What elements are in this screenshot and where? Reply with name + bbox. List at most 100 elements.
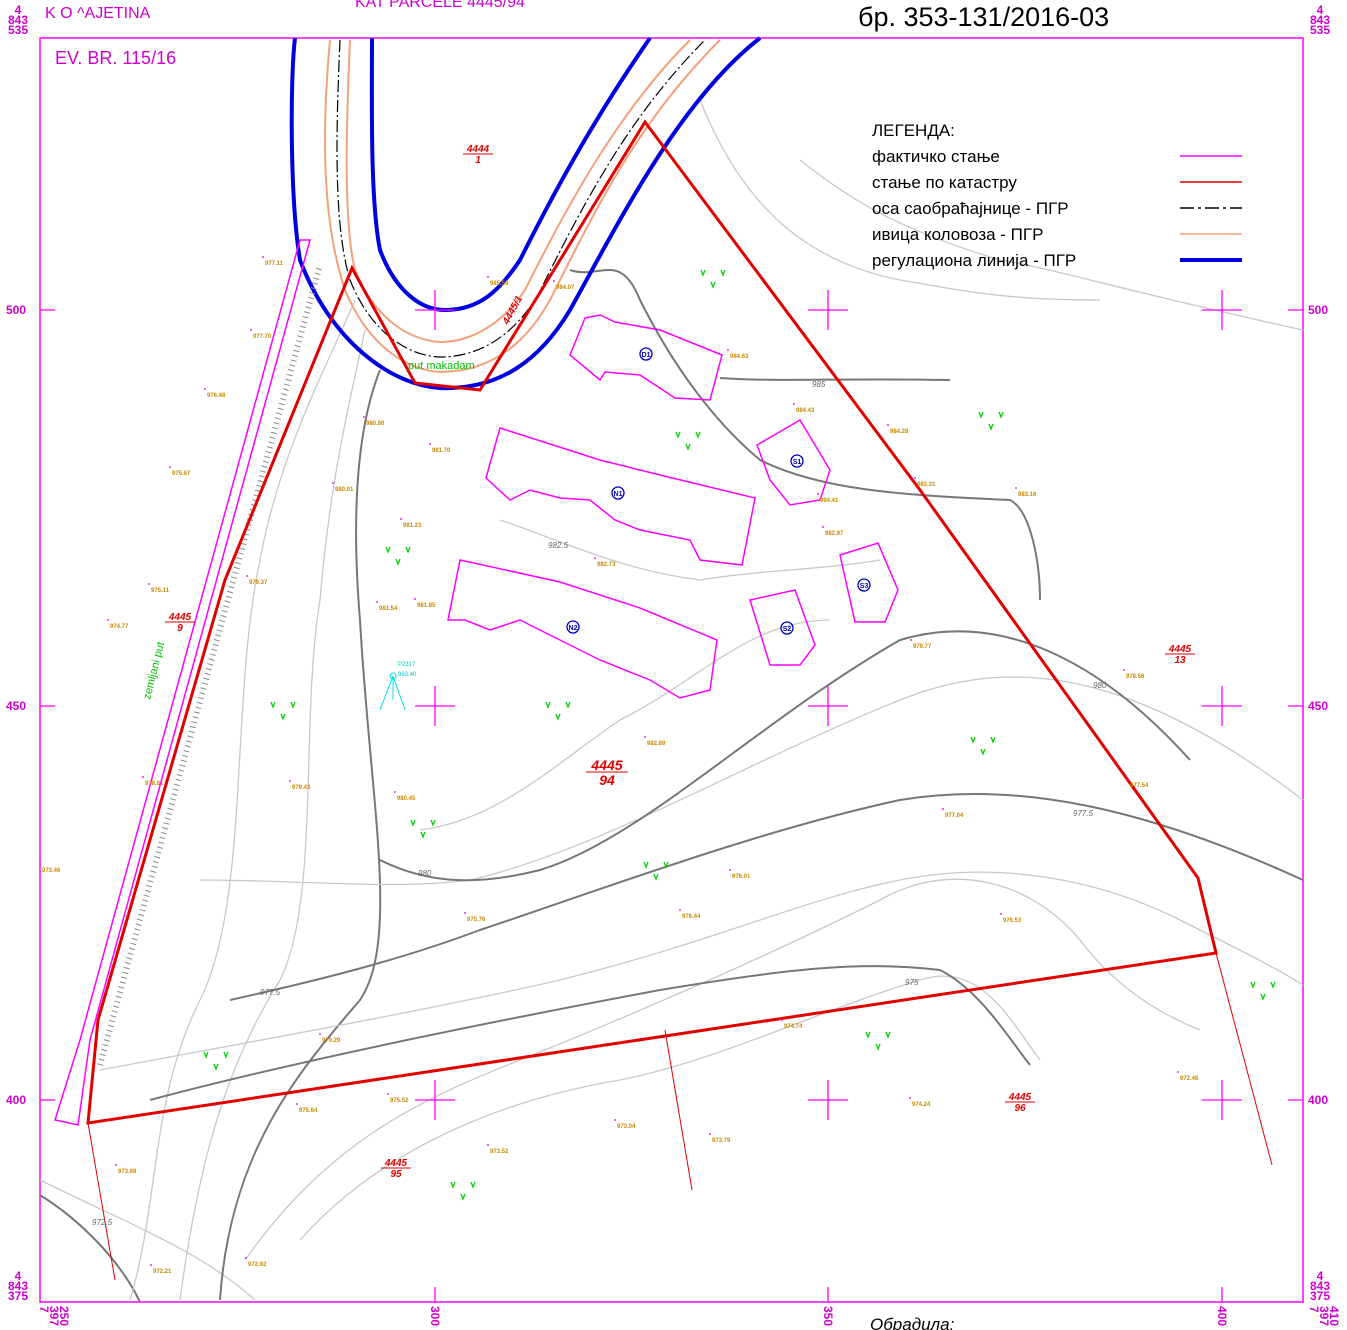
parcel-number: 9 [177, 623, 183, 634]
legend-label: ивица коловоза - ПГР [872, 225, 1043, 244]
spot-elevation: 985.59 [490, 281, 509, 287]
frame-tick: 500 [1308, 303, 1328, 317]
contour-label: 977.5 [1073, 809, 1094, 818]
spot-elevation: 977.70 [253, 334, 272, 340]
building-label: N2 [569, 625, 578, 632]
frame-tick: 400 [1308, 1093, 1328, 1107]
header-text: KAT PARCELE 4445/94 [355, 0, 525, 11]
contours [40, 100, 1303, 1302]
spot-elevation: 975.52 [390, 1098, 409, 1104]
frame-tick: 350 [821, 1306, 835, 1326]
spot-point [400, 518, 402, 520]
spot-elevation: 977.11 [265, 261, 284, 267]
frame-coordinate: 375 [1310, 1289, 1330, 1303]
spot-point [729, 869, 731, 871]
spot-point [1123, 669, 1125, 671]
vegetation-symbol [1251, 982, 1275, 999]
parcel-number: 95 [390, 1169, 402, 1180]
spot-point [319, 1033, 321, 1035]
vegetation-symbol [701, 270, 725, 287]
spot-point [429, 443, 431, 445]
spot-elevation: 982.89 [647, 741, 666, 747]
spot-point [169, 466, 171, 468]
frame-tick: 400 [6, 1093, 26, 1107]
road-label: put makadam [408, 360, 475, 372]
legend-label: фактичко стање [872, 147, 1000, 166]
frame-tick: 450 [6, 699, 26, 713]
spot-point [793, 403, 795, 405]
spot-point [115, 1164, 117, 1166]
contour-label: 982.5 [548, 541, 569, 550]
spot-elevation: 983.16 [1018, 492, 1037, 498]
parcel-number: 4445 [168, 612, 192, 623]
spot-point [39, 863, 41, 865]
parcel-number: 94 [599, 772, 615, 788]
spot-elevation: 984.63 [730, 354, 749, 360]
spot-elevation: 981.70 [432, 448, 451, 454]
spot-elevation: 973.04 [617, 1124, 636, 1130]
spot-elevation: 982.73 [597, 562, 616, 568]
spot-elevation: 973.79 [712, 1138, 731, 1144]
contour-label: 972.5 [92, 1218, 113, 1227]
document-number: бр. 353-131/2016-03 [858, 2, 1109, 32]
building-label: S2 [783, 626, 792, 633]
spot-point [142, 776, 144, 778]
frame-coordinate: 535 [8, 23, 28, 37]
spot-point [363, 416, 365, 418]
spot-point [394, 791, 396, 793]
spot-point [150, 1264, 152, 1266]
spot-elevation: 976.44 [682, 914, 701, 920]
spot-elevation: 972.92 [248, 1262, 267, 1268]
frame-coordinate: 250 [57, 1306, 71, 1326]
spot-elevation: 981.85 [417, 603, 436, 609]
spot-point [487, 276, 489, 278]
frame-tick: 400 [1215, 1306, 1229, 1326]
frame-tick: 500 [6, 303, 26, 317]
spot-point [942, 808, 944, 810]
spot-point [679, 909, 681, 911]
spot-elevation: 972.46 [1180, 1076, 1199, 1082]
spot-point [289, 780, 291, 782]
spot-elevation: 979.29 [322, 1038, 341, 1044]
vegetation-symbol [271, 702, 295, 719]
benchmark-height: 983.40 [398, 672, 417, 678]
parcel-number: 4445 [1168, 644, 1192, 655]
frame-coordinate: 375 [8, 1289, 28, 1303]
spot-elevation: 976.53 [1003, 918, 1022, 924]
parcel-number: 4445 [384, 1158, 408, 1169]
spot-elevation: 984.41 [820, 498, 839, 504]
spot-point [204, 388, 206, 390]
spot-point [246, 575, 248, 577]
spot-elevation: 984.07 [556, 285, 575, 291]
spot-elevation: 974.74 [784, 1024, 803, 1030]
parcel-number: 4445 [590, 757, 622, 773]
frame-coordinate: 410 [1327, 1306, 1341, 1326]
legend-title: ЛЕГЕНДА: [872, 121, 955, 140]
contour-label: 980 [1093, 681, 1107, 690]
spot-point [709, 1133, 711, 1135]
spot-elevation: 979.37 [249, 580, 268, 586]
spot-elevation: 976.01 [732, 874, 751, 880]
spot-elevation: 980.45 [397, 796, 416, 802]
spot-point [387, 1093, 389, 1095]
vegetation-symbol [979, 412, 1003, 429]
spot-elevation: 975.11 [151, 588, 170, 594]
spot-elevation: 973.89 [118, 1169, 137, 1175]
spot-elevation: 976.48 [207, 393, 226, 399]
spot-point [1177, 1071, 1179, 1073]
contour-label: 980 [418, 869, 432, 878]
spot-elevation: 978.56 [1126, 674, 1145, 680]
spot-point [553, 280, 555, 282]
vegetation-symbol [676, 432, 700, 449]
header-text: K O ^AJETINA [45, 5, 151, 22]
frame-coordinate: 535 [1310, 23, 1330, 37]
vegetation-symbol [386, 547, 410, 564]
spot-point [887, 424, 889, 426]
vegetation-symbol [971, 737, 995, 754]
spot-point [332, 482, 334, 484]
parcel-number: 4445 [1008, 1092, 1032, 1103]
spot-elevation: 983.31 [917, 482, 936, 488]
spot-elevation: 984.28 [890, 429, 909, 435]
spot-point [644, 736, 646, 738]
spot-point [296, 1103, 298, 1105]
